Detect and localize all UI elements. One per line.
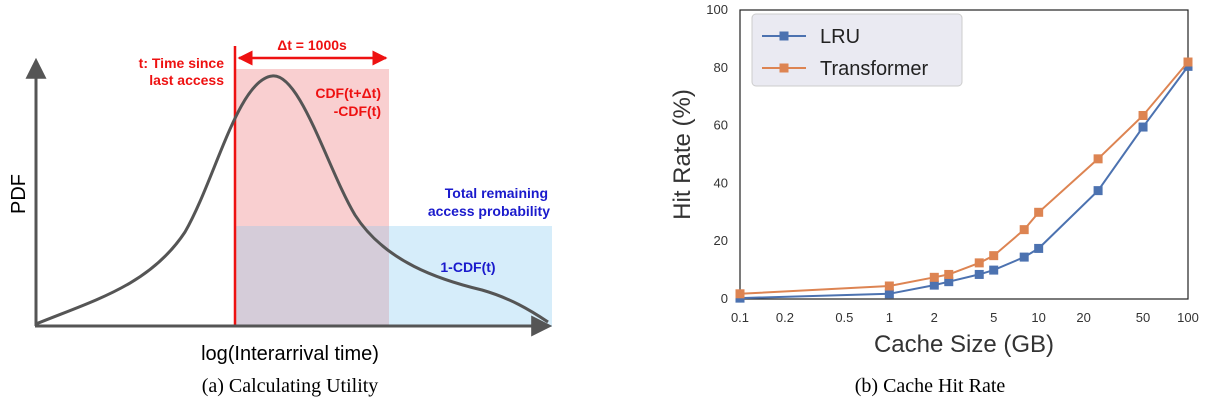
data-point-transformer [735,289,745,299]
data-point-transformer [1093,154,1103,164]
data-point-transformer [1183,57,1193,67]
pdf-axis-label: PDF [8,174,30,214]
data-point-lru [884,289,894,299]
time-label-line2: last access [149,72,224,88]
data-point-transformer [989,251,999,261]
y-tick-label: 60 [714,118,728,133]
remaining-label-line2: access probability [428,203,550,219]
y-tick-label: 100 [706,2,728,17]
x-tick-label: 0.1 [731,310,749,325]
y-tick-label: 0 [721,291,728,306]
legend-label-transformer: Transformer [820,58,929,80]
y-tick-label: 20 [714,233,728,248]
interarrival-axis-label: log(Interarrival time) [201,343,379,365]
x-tick-label: 10 [1031,310,1045,325]
caption-a: (a) Calculating Utility [201,375,379,397]
cdf-label-line1: CDF(t+Δt) [315,85,381,101]
legend-label-lru: LRU [820,26,860,48]
y-tick-label: 40 [714,175,728,190]
x-tick-label: 100 [1177,310,1199,325]
data-point-lru [1093,186,1103,196]
data-point-transformer [1034,207,1044,217]
data-point-transformer [929,272,939,282]
data-point-lru [1138,122,1148,132]
x-axis-label: Cache Size (GB) [874,331,1054,358]
y-axis-label: Hit Rate (%) [669,89,696,220]
data-point-transformer [1138,110,1148,120]
data-point-transformer [884,281,894,291]
x-tick-label: 5 [990,310,997,325]
data-point-lru [929,280,939,290]
data-point-transformer [1019,225,1029,235]
caption-b: (b) Cache Hit Rate [854,375,1006,397]
data-point-transformer [974,258,984,268]
x-tick-label: 2 [931,310,938,325]
utility-diagram: PDF log(Interarrival time) t: Time since… [8,37,553,365]
cdf-label-line2: -CDF(t) [334,103,381,119]
legend-swatch-marker-transformer [779,63,789,73]
y-tick-label: 80 [714,60,728,75]
data-point-lru [944,277,954,287]
time-label-line1: t: Time since [139,55,225,71]
pdf-curve [35,74,549,326]
x-tick-label: 50 [1136,310,1150,325]
x-tick-label: 0.5 [835,310,853,325]
legend-swatch-marker-lru [779,31,789,41]
data-point-lru [1034,243,1044,253]
data-point-lru [989,265,999,275]
one-minus-cdf-label: 1-CDF(t) [440,259,495,275]
data-point-lru [974,269,984,279]
hit-rate-chart: 0 20 40 60 80 100 0.1 0.2 0.5 1 2 5 10 20 50 100 Cache S… [669,2,1199,358]
delta-label: Δt = 1000s [277,37,347,53]
data-point-lru [1019,252,1029,262]
x-tick-label: 20 [1076,310,1090,325]
data-point-transformer [944,269,954,279]
x-tick-label: 0.2 [776,310,794,325]
remaining-label-line1: Total remaining [445,185,548,201]
x-tick-label: 1 [886,310,893,325]
overlap-region [235,226,389,327]
